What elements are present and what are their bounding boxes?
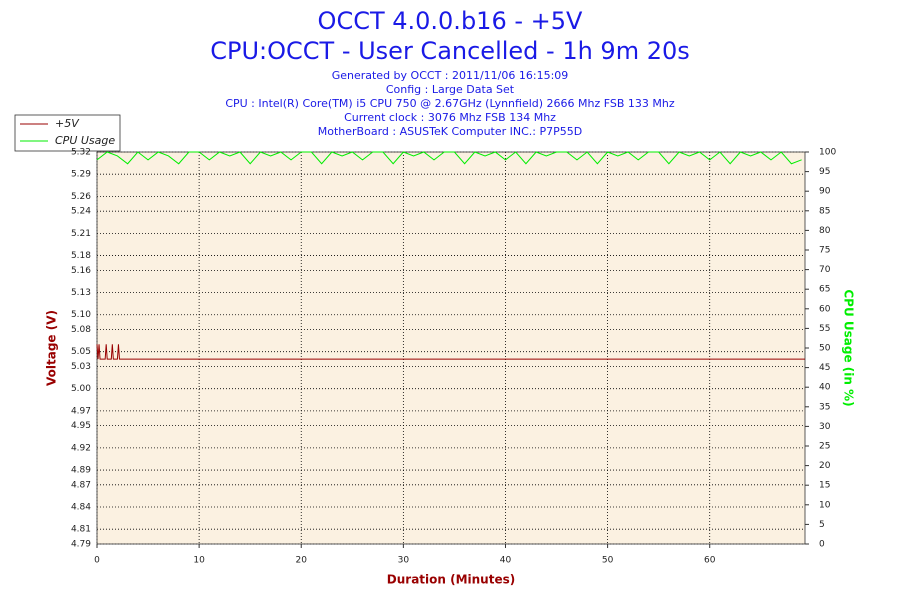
y-tick-label: 4.92 bbox=[71, 443, 91, 453]
legend-label: CPU Usage bbox=[55, 134, 115, 147]
legend-box bbox=[14, 114, 121, 152]
y2-tick-label: 90 bbox=[819, 187, 831, 197]
y2-tick-label: 15 bbox=[819, 481, 830, 491]
legend-label: +5V bbox=[55, 117, 80, 130]
x-axis-label: Duration (Minutes) bbox=[387, 573, 515, 587]
chart-title: OCCT 4.0.0.b16 - +5V bbox=[318, 7, 583, 35]
x-tick-label: 60 bbox=[704, 556, 716, 566]
y-tick-label: 5.32 bbox=[71, 148, 91, 158]
x-tick-label: 40 bbox=[500, 556, 512, 566]
y-tick-label: 5.24 bbox=[71, 207, 91, 217]
x-tick-label: 50 bbox=[602, 556, 614, 566]
y2-tick-label: 100 bbox=[819, 148, 836, 158]
y2-tick-label: 85 bbox=[819, 206, 830, 216]
y2-tick-label: 45 bbox=[819, 363, 830, 373]
y2-tick-label: 75 bbox=[819, 246, 830, 256]
y-tick-label: 5.13 bbox=[71, 288, 91, 298]
y2-tick-label: 0 bbox=[819, 540, 825, 550]
info-line: CPU : Intel(R) Core(TM) i5 CPU 750 @ 2.6… bbox=[225, 97, 675, 110]
y2-tick-label: 50 bbox=[819, 344, 831, 354]
chart-subtitle: CPU:OCCT - User Cancelled - 1h 9m 20s bbox=[210, 37, 690, 65]
y-tick-label: 4.97 bbox=[71, 406, 91, 416]
y-tick-label: 4.79 bbox=[71, 540, 91, 550]
y2-tick-label: 25 bbox=[819, 442, 830, 452]
y-tick-label: 5.29 bbox=[71, 170, 91, 180]
y-tick-label: 5.08 bbox=[71, 325, 91, 335]
y2-tick-label: 60 bbox=[819, 304, 831, 314]
y2-tick-label: 30 bbox=[819, 422, 831, 432]
y-tick-label: 5.18 bbox=[71, 251, 91, 261]
y-tick-label: 5.03 bbox=[71, 362, 91, 372]
x-tick-label: 0 bbox=[94, 556, 100, 566]
info-line: Generated by OCCT : 2011/11/06 16:15:09 bbox=[332, 69, 569, 82]
y-axis-label: Voltage (V) bbox=[45, 310, 59, 386]
y2-tick-label: 40 bbox=[819, 383, 831, 393]
x-tick-label: 10 bbox=[193, 556, 205, 566]
y2-tick-label: 70 bbox=[819, 265, 831, 275]
y-tick-label: 4.89 bbox=[71, 466, 91, 476]
y2-tick-label: 5 bbox=[819, 520, 825, 530]
info-line: Config : Large Data Set bbox=[386, 83, 515, 96]
y-tick-label: 4.84 bbox=[71, 503, 91, 513]
y-tick-label: 5.16 bbox=[71, 266, 91, 276]
y2-tick-label: 35 bbox=[819, 402, 830, 412]
y2-tick-label: 65 bbox=[819, 285, 830, 295]
y2-tick-label: 20 bbox=[819, 461, 831, 471]
y2-tick-label: 55 bbox=[819, 324, 830, 334]
series-line bbox=[96, 151, 802, 165]
series-line bbox=[96, 344, 805, 360]
y-tick-label: 5.05 bbox=[71, 347, 91, 357]
y-tick-label: 5.00 bbox=[71, 384, 91, 394]
info-line: MotherBoard : ASUSTeK Computer INC.: P7P… bbox=[318, 125, 582, 138]
info-line: Current clock : 3076 Mhz FSB 134 Mhz bbox=[344, 111, 556, 124]
y2-tick-label: 95 bbox=[819, 167, 830, 177]
y-tick-label: 4.87 bbox=[71, 480, 91, 490]
y2-axis-label: CPU Usage (in %) bbox=[842, 289, 856, 406]
y2-tick-label: 10 bbox=[819, 500, 831, 510]
y-tick-label: 5.10 bbox=[71, 310, 91, 320]
y-tick-label: 5.26 bbox=[71, 192, 91, 202]
y-tick-label: 5.21 bbox=[71, 229, 91, 239]
y-tick-label: 4.81 bbox=[71, 525, 91, 535]
plot-area bbox=[97, 152, 805, 544]
y-tick-label: 4.95 bbox=[71, 421, 91, 431]
x-tick-label: 30 bbox=[398, 556, 410, 566]
x-tick-label: 20 bbox=[296, 556, 308, 566]
y2-tick-label: 80 bbox=[819, 226, 831, 236]
